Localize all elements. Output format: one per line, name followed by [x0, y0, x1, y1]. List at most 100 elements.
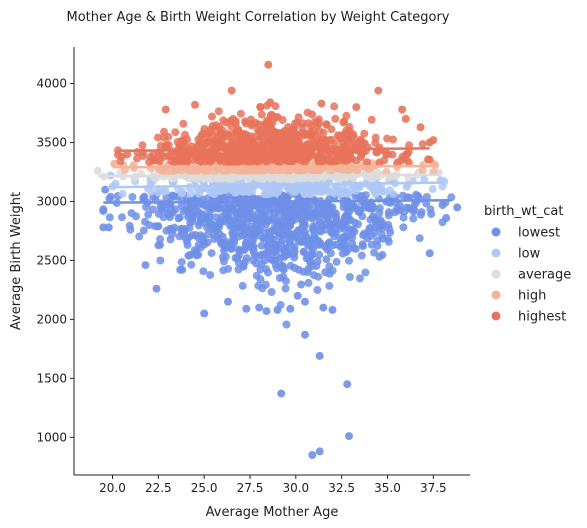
data-point — [345, 273, 354, 281]
data-point — [424, 155, 432, 164]
x-tick-label: 32.5 — [328, 481, 355, 495]
data-point — [303, 268, 312, 277]
data-point — [256, 275, 265, 284]
data-point — [317, 156, 326, 165]
data-point — [262, 190, 270, 199]
x-tick-label: 30.0 — [282, 481, 309, 495]
data-point — [128, 193, 137, 201]
series-lowest — [99, 185, 462, 459]
data-point — [286, 207, 295, 216]
data-point — [315, 204, 324, 213]
data-point — [360, 129, 369, 138]
data-point — [174, 214, 183, 223]
data-point — [370, 185, 379, 193]
data-point — [141, 261, 150, 270]
data-point — [199, 210, 208, 219]
data-point — [326, 167, 335, 176]
data-point — [262, 205, 271, 214]
data-point — [352, 203, 361, 212]
data-point — [399, 223, 408, 232]
data-point — [172, 150, 181, 159]
data-point — [156, 235, 165, 244]
data-point — [317, 185, 326, 194]
data-point — [171, 128, 180, 137]
data-point — [286, 304, 295, 313]
data-point — [105, 213, 114, 222]
data-point — [241, 117, 250, 126]
data-point — [275, 274, 284, 282]
data-point — [93, 166, 102, 175]
data-point — [428, 184, 437, 193]
data-point — [380, 187, 389, 196]
data-point — [118, 189, 127, 198]
data-point — [236, 220, 245, 229]
data-point — [314, 134, 323, 143]
data-point — [104, 223, 113, 232]
data-point — [427, 210, 436, 219]
data-point — [371, 223, 380, 232]
data-point — [343, 223, 352, 232]
data-point — [397, 156, 406, 165]
data-point — [307, 249, 316, 258]
data-point — [290, 264, 299, 272]
data-point — [352, 103, 361, 112]
data-point — [275, 218, 284, 227]
data-point — [266, 136, 275, 145]
data-point — [297, 280, 306, 289]
data-point — [367, 115, 376, 124]
data-point — [282, 156, 291, 165]
data-point — [215, 139, 224, 148]
data-point — [420, 175, 429, 184]
legend-title: birth_wt_cat — [484, 204, 564, 219]
data-point — [148, 205, 157, 214]
data-point — [226, 117, 235, 125]
data-point — [399, 191, 407, 200]
data-point — [177, 258, 186, 267]
data-point — [99, 207, 108, 216]
y-tick-label: 3500 — [36, 136, 67, 150]
data-point — [290, 243, 299, 252]
data-point — [315, 447, 324, 456]
y-tick-label: 2500 — [36, 253, 67, 267]
data-point — [375, 252, 384, 261]
data-point — [208, 112, 216, 121]
data-point — [292, 136, 301, 145]
data-point — [359, 242, 367, 251]
data-point — [299, 153, 308, 162]
data-point — [280, 212, 289, 221]
legend-marker-highest — [491, 311, 501, 321]
data-point — [390, 208, 399, 217]
data-point — [281, 284, 290, 293]
axis-ticks: 20.0 22.5 25.0 27.5 30.0 32.5 35.0 37.5 1000 1500… — [36, 77, 446, 495]
data-point — [304, 203, 313, 212]
data-point — [418, 166, 427, 175]
data-point — [213, 233, 222, 242]
data-point — [254, 142, 263, 150]
data-point — [271, 131, 280, 140]
data-point — [302, 254, 311, 263]
data-point — [246, 151, 255, 159]
data-point — [144, 210, 153, 219]
data-point — [221, 243, 230, 252]
data-point — [332, 213, 341, 222]
data-point — [301, 297, 309, 306]
data-point — [323, 213, 331, 222]
data-point — [342, 111, 351, 120]
data-point — [402, 203, 411, 212]
data-point — [201, 133, 210, 142]
data-point — [184, 233, 193, 242]
data-point — [383, 234, 392, 243]
data-point — [273, 185, 282, 194]
data-point — [285, 184, 294, 193]
data-point — [161, 186, 170, 195]
data-point — [188, 214, 197, 223]
data-point — [126, 225, 135, 234]
data-point — [299, 237, 308, 246]
data-point — [178, 265, 187, 274]
data-point — [298, 123, 307, 132]
data-point — [236, 109, 245, 118]
data-point — [234, 126, 242, 134]
data-point — [200, 153, 209, 162]
data-point — [327, 220, 336, 229]
data-point — [106, 192, 115, 201]
